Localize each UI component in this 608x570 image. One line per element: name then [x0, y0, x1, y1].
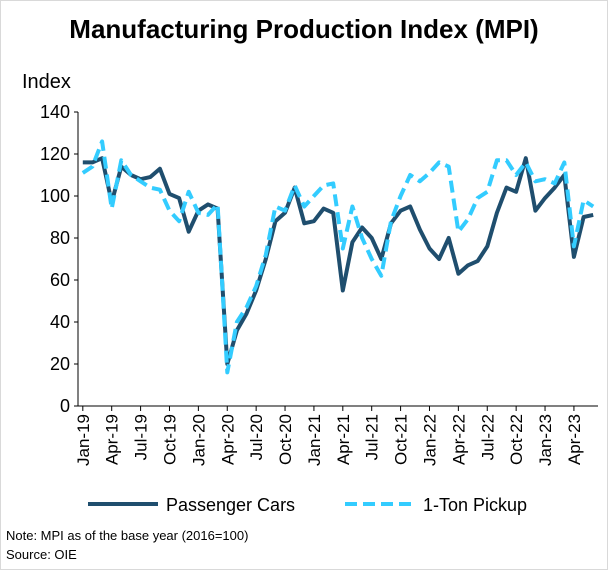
y-tick-label: 20	[50, 354, 70, 374]
x-tick-label: Oct-21	[392, 414, 411, 465]
y-tick-label: 60	[50, 270, 70, 290]
x-tick-label: Apr-22	[449, 414, 468, 465]
x-tick-label: Apr-23	[565, 414, 584, 465]
x-tick-label: Apr-21	[334, 414, 353, 465]
legend-label: 1-Ton Pickup	[423, 495, 527, 515]
y-tick-label: 80	[50, 228, 70, 248]
y-tick-label: 100	[40, 186, 70, 206]
x-tick-label: Jul-21	[363, 414, 382, 460]
x-tick-label: Oct-22	[507, 414, 526, 465]
x-tick-label: Jan-22	[420, 414, 439, 466]
x-tick-label: Apr-20	[218, 414, 237, 465]
x-tick-label: Jan-20	[189, 414, 208, 466]
y-tick-label: 140	[40, 102, 70, 122]
note: Note: MPI as of the base year (2016=100)	[6, 528, 248, 543]
x-tick-label: Jul-19	[132, 414, 151, 460]
source: Source: OIE	[6, 547, 77, 562]
y-axis-label: Index	[22, 71, 71, 93]
x-tick-label: Jan-19	[74, 414, 93, 466]
x-tick-label: Jul-22	[478, 414, 497, 460]
y-tick-label: 40	[50, 312, 70, 332]
line-series	[82, 156, 594, 366]
chart-title: Manufacturing Production Index (MPI)	[69, 14, 538, 44]
y-tick-label: 0	[60, 396, 70, 416]
y-tick-label: 120	[40, 144, 70, 164]
x-tick-label: Jan-21	[305, 414, 324, 466]
x-tick-label: Jan-23	[536, 414, 555, 466]
x-tick-label: Jul-20	[247, 414, 266, 460]
line-series	[81, 139, 595, 375]
x-tick-label: Apr-19	[103, 414, 122, 465]
x-tick-label: Oct-20	[276, 414, 295, 465]
x-tick-label: Oct-19	[160, 414, 179, 465]
legend-label: Passenger Cars	[166, 495, 295, 515]
